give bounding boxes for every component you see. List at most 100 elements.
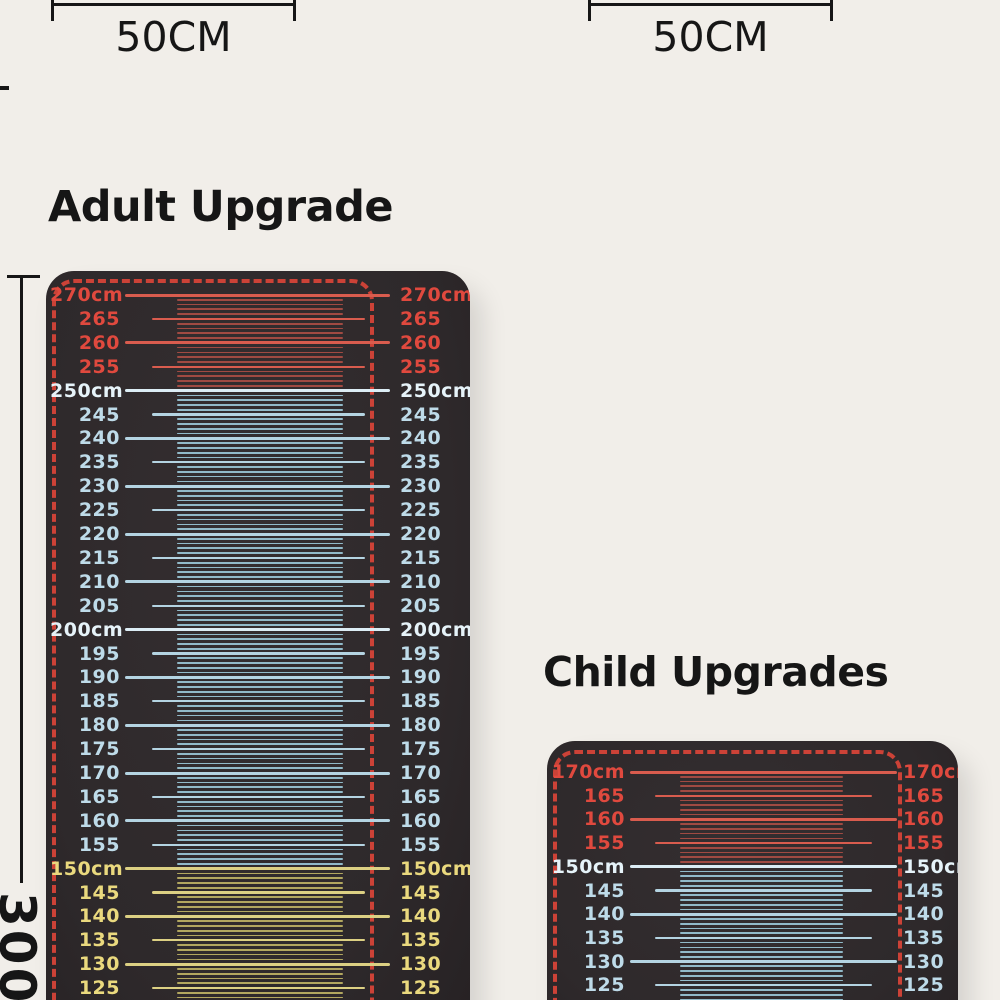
height-label: 155 — [400, 833, 442, 856]
height-label: 245 — [78, 403, 120, 426]
ruler-line — [125, 341, 390, 345]
ruler-fill-line — [177, 576, 343, 578]
ruler-fill-line — [680, 823, 843, 825]
ruler-fill-line — [177, 332, 343, 335]
ruler-fill-line — [680, 832, 843, 835]
ruler-fill-line — [177, 781, 343, 784]
height-label: 140 — [903, 903, 945, 926]
height-label: 180 — [400, 714, 442, 737]
height-dimension-tick — [7, 275, 40, 278]
ruler-fill-line — [680, 790, 843, 792]
ruler-fill-line — [177, 394, 343, 397]
ruler-fill-line — [680, 922, 843, 925]
dimension-line — [51, 3, 296, 6]
ruler-line — [125, 293, 390, 297]
ruler-fill-line — [177, 623, 343, 626]
ruler-line — [152, 365, 365, 368]
ruler-fill-line — [177, 480, 343, 483]
ruler-fill-line — [177, 471, 343, 473]
ruler-fill-line — [177, 882, 343, 884]
height-label: 170 — [78, 762, 120, 784]
ruler-fill-line — [177, 824, 343, 827]
ruler-line — [152, 604, 365, 607]
ruler-line — [630, 912, 897, 916]
ruler-fill-line — [680, 880, 843, 882]
ruler-line — [125, 723, 390, 727]
ruler-fill-line — [177, 361, 343, 363]
ruler-fill-line — [177, 800, 343, 803]
ruler-fill-line — [177, 733, 343, 736]
dimension-line — [588, 3, 833, 6]
ruler-fill-line — [680, 903, 843, 906]
ruler-line — [152, 843, 365, 846]
child-title: Child Upgrades — [543, 648, 889, 696]
height-label: 165 — [583, 784, 625, 807]
ruler-fill-line — [680, 780, 843, 783]
ruler-fill-line — [680, 804, 843, 807]
height-label: 235 — [400, 451, 442, 474]
ruler-fill-line — [177, 738, 343, 741]
ruler-fill-line — [177, 877, 343, 879]
height-label: 165 — [400, 785, 442, 808]
ruler-fill-line — [177, 494, 343, 497]
ruler-fill-line — [177, 920, 343, 923]
ruler-fill-line — [177, 953, 343, 956]
height-label: 300 — [0, 892, 46, 1000]
ruler-line — [655, 936, 872, 940]
height-label: 170cm — [551, 761, 625, 783]
height-label: 220 — [400, 523, 442, 545]
height-label: 140 — [78, 905, 120, 928]
dimension-tick-left — [51, 0, 54, 21]
ruler-line — [152, 891, 365, 894]
ruler-line — [125, 819, 390, 823]
height-label: 270cm — [50, 284, 124, 306]
ruler-fill-line — [680, 813, 843, 816]
ruler-fill-line — [177, 929, 343, 932]
ruler-fill-line — [680, 837, 843, 840]
ruler-line — [152, 413, 365, 416]
ruler-fill-line — [680, 908, 843, 911]
height-label: 155 — [78, 833, 120, 856]
height-label: 205 — [78, 594, 120, 617]
ruler-fill-line — [177, 862, 343, 865]
ruler-fill-line — [177, 705, 343, 707]
ruler-fill-line — [177, 829, 343, 832]
ruler-fill-line — [177, 356, 343, 358]
ruler-fill-line — [680, 851, 843, 854]
ruler-fill-line — [680, 946, 843, 949]
ruler-fill-line — [177, 805, 343, 808]
ruler-fill-line — [177, 370, 343, 373]
ruler-fill-line — [177, 810, 343, 813]
ruler-fill-line — [177, 791, 343, 793]
height-label: 250cm — [400, 379, 470, 402]
ruler-fill-line — [177, 514, 343, 516]
ruler-fill-line — [680, 918, 843, 920]
ruler-fill-line — [177, 901, 343, 903]
height-label: 255 — [78, 355, 120, 378]
height-label: 235 — [78, 451, 120, 474]
height-label: 155 — [903, 832, 945, 855]
ruler-line — [630, 960, 897, 964]
ruler-fill-line — [177, 528, 343, 531]
ruler-fill-line — [177, 839, 343, 841]
height-label: 125 — [903, 974, 945, 997]
height-label: 250cm — [50, 379, 124, 402]
ruler-fill-line — [680, 927, 843, 930]
adult-ruler-rows: 270cm 270cm 265 265 260 260 255 255 250cm 250cm 24… — [46, 271, 470, 1000]
ruler-line — [630, 865, 897, 869]
ruler-line — [655, 889, 872, 892]
ruler-fill-line — [177, 585, 343, 588]
ruler-fill-line — [177, 753, 343, 755]
adult-title: Adult Upgrade — [48, 182, 394, 232]
ruler-fill-line — [177, 322, 343, 325]
height-label: 215 — [78, 546, 120, 569]
ruler-fill-line — [177, 910, 343, 913]
ruler-fill-line — [680, 993, 843, 996]
ruler-fill-line — [177, 504, 343, 507]
child-mat: 170cm170cm165165160160155155150cm150cm14… — [547, 741, 958, 1000]
ruler-fill-line — [177, 375, 343, 378]
ruler-fill-line — [177, 384, 343, 387]
height-label: 150cm — [903, 855, 958, 878]
ruler-fill-line — [177, 719, 343, 722]
ruler-fill-line — [177, 427, 343, 430]
